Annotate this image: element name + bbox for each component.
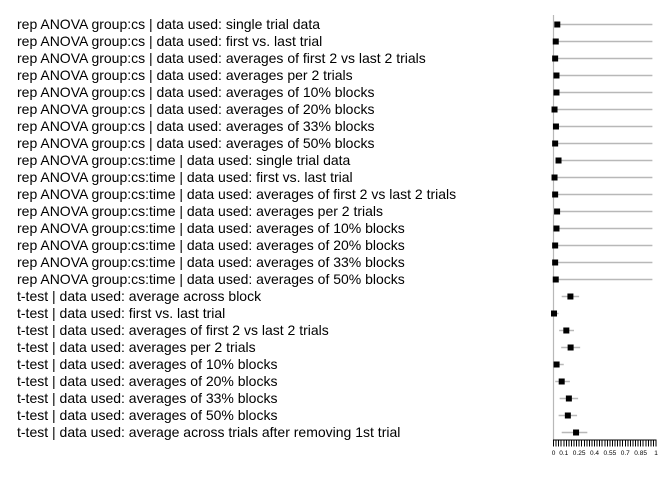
row-label: rep ANOVA group:cs | data used: first vs… <box>17 33 323 49</box>
marker-point <box>551 106 558 113</box>
marker-point <box>552 123 559 130</box>
row-label: t-test | data used: averages of 10% bloc… <box>17 356 278 372</box>
marker-point <box>554 208 561 215</box>
marker-point <box>567 344 574 351</box>
marker-point <box>552 191 559 198</box>
marker-point <box>565 395 572 402</box>
tick-label: 0.1 <box>559 450 568 457</box>
marker-point <box>558 378 565 385</box>
tick-label: 0.7 <box>621 450 630 457</box>
row-label: rep ANOVA group:cs:time | data used: ave… <box>17 203 384 219</box>
row-label: rep ANOVA group:cs:time | data used: ave… <box>17 271 405 287</box>
row-label: rep ANOVA group:cs:time | data used: ave… <box>17 220 405 236</box>
row-label: t-test | data used: averages of first 2 … <box>17 322 329 338</box>
marker-point <box>552 276 559 283</box>
row-label: t-test | data used: first vs. last trial <box>17 305 226 321</box>
marker-point <box>551 174 558 181</box>
row-label: t-test | data used: averages of 20% bloc… <box>17 373 278 389</box>
marker-point <box>553 89 560 96</box>
row-label: rep ANOVA group:cs | data used: single t… <box>17 16 320 32</box>
tick-label: 0.4 <box>590 450 599 457</box>
marker-point <box>552 140 559 147</box>
tick-label: 0.85 <box>634 450 647 457</box>
tick-label: 0.25 <box>573 450 586 457</box>
tick-label: 0.55 <box>604 450 617 457</box>
marker-point <box>564 412 571 419</box>
row-label: t-test | data used: averages per 2 trial… <box>17 339 256 355</box>
row-label: t-test | data used: average across trial… <box>17 424 401 440</box>
marker-point <box>552 55 559 62</box>
row-label: rep ANOVA group:cs:time | data used: ave… <box>17 237 405 253</box>
row-label: rep ANOVA group:cs:time | data used: sin… <box>17 152 351 168</box>
row-label: rep ANOVA group:cs:time | data used: fir… <box>17 169 353 185</box>
marker-point <box>553 361 560 368</box>
row-label: t-test | data used: averages of 50% bloc… <box>17 407 278 423</box>
marker-point <box>553 225 560 232</box>
marker-point <box>554 21 561 28</box>
marker-point <box>573 429 580 436</box>
row-label: rep ANOVA group:cs | data used: averages… <box>17 101 375 117</box>
row-label: rep ANOVA group:cs | data used: averages… <box>17 84 375 100</box>
row-label: rep ANOVA group:cs:time | data used: ave… <box>17 254 405 270</box>
marker-point <box>555 157 562 164</box>
marker-point <box>563 327 570 334</box>
marker-point <box>552 259 559 266</box>
row-label: rep ANOVA group:cs | data used: averages… <box>17 67 353 83</box>
row-label: rep ANOVA group:cs | data used: averages… <box>17 135 375 151</box>
row-label: t-test | data used: average across block <box>17 288 262 304</box>
row-label: rep ANOVA group:cs | data used: averages… <box>17 50 426 66</box>
marker-point <box>552 38 559 45</box>
row-label: rep ANOVA group:cs:time | data used: ave… <box>17 186 457 202</box>
row-label: t-test | data used: averages of 33% bloc… <box>17 390 278 406</box>
marker-point <box>552 242 559 249</box>
marker-point <box>553 72 560 79</box>
tick-label: 1 <box>654 450 658 457</box>
row-label: rep ANOVA group:cs | data used: averages… <box>17 118 375 134</box>
marker-point <box>551 310 558 317</box>
tick-label: 0 <box>552 450 556 457</box>
marker-point <box>567 293 574 300</box>
